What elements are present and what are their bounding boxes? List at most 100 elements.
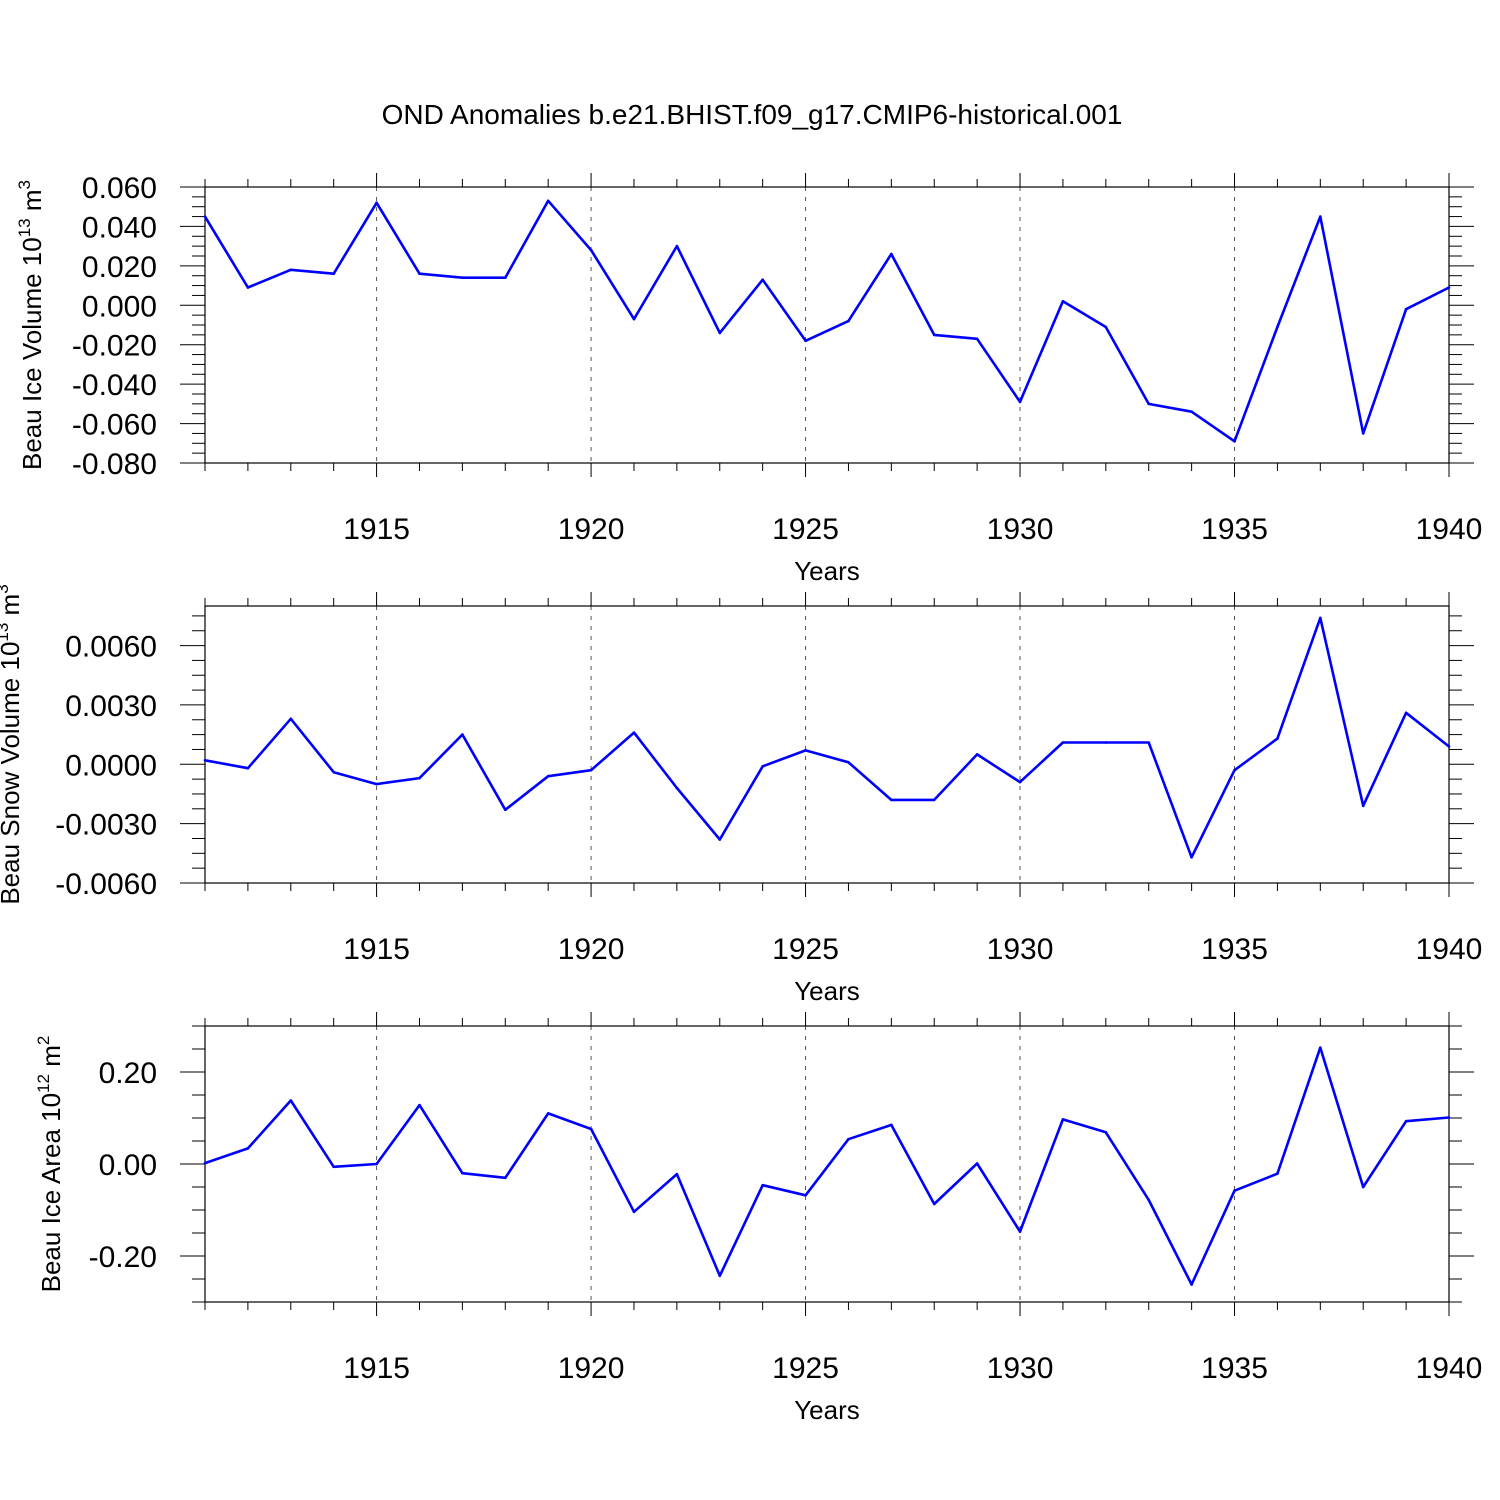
data-point <box>1104 325 1108 329</box>
data-point <box>1061 1118 1065 1121</box>
data-point <box>932 333 936 337</box>
data-point <box>632 1210 636 1214</box>
chart-panel-1: 0.060 0.040 0.020 0.000 -0.020 -0.040 -0.060 -0… <box>15 172 1482 586</box>
data-point <box>418 776 421 780</box>
data-point <box>1147 1198 1151 1202</box>
x-tick-label: 1940 <box>1416 513 1483 546</box>
data-point <box>589 1127 593 1131</box>
data-point <box>1361 1185 1365 1189</box>
data-point <box>718 1274 722 1278</box>
data-point <box>1447 745 1451 748</box>
x-tick-label: 1915 <box>343 1352 410 1385</box>
data-point <box>1404 711 1408 715</box>
y-axis-label: Beau Ice Area 1012 m2 <box>34 1036 66 1293</box>
data-point <box>804 1193 807 1197</box>
data-point <box>1319 616 1322 620</box>
data-point <box>890 798 893 802</box>
y-tick-label: 0.20 <box>99 1057 157 1090</box>
chart-panels: 0.060 0.040 0.020 0.000 -0.020 -0.040 -0.060 -0… <box>0 172 1482 1425</box>
data-point <box>1233 1189 1236 1192</box>
data-point <box>1276 325 1279 329</box>
data-point <box>1018 1230 1022 1233</box>
data-point <box>890 252 893 256</box>
data-point <box>718 838 722 841</box>
data-point <box>932 798 936 802</box>
data-point <box>1061 300 1065 303</box>
data-point <box>203 1161 207 1165</box>
data-point <box>1147 741 1151 744</box>
x-tick-label: 1920 <box>558 1352 625 1385</box>
data-point <box>546 774 550 778</box>
data-point <box>1104 1130 1108 1134</box>
data-point <box>1404 1119 1408 1123</box>
data-point <box>1404 307 1408 311</box>
x-axis-label: Years <box>794 976 860 1006</box>
x-tick-label: 1940 <box>1416 933 1483 966</box>
data-point <box>975 753 979 756</box>
data-point <box>461 733 464 736</box>
data-point <box>589 248 593 252</box>
data-point <box>761 1183 764 1187</box>
y-tick-label: 0.060 <box>82 172 157 205</box>
series-line <box>204 1046 1450 1286</box>
x-tick-label: 1940 <box>1416 1352 1483 1385</box>
x-tick-label: 1920 <box>558 513 625 546</box>
x-tick-label: 1920 <box>558 933 625 966</box>
data-point <box>1276 737 1279 740</box>
data-point <box>1233 440 1236 443</box>
x-axis-label: Years <box>794 1395 860 1425</box>
data-point <box>503 808 507 812</box>
x-axis-label: Years <box>794 556 860 586</box>
data-point <box>804 339 807 343</box>
y-tick-label: 0.000 <box>82 290 157 323</box>
data-point <box>1018 780 1022 784</box>
x-tick-label: 1925 <box>772 1352 839 1385</box>
data-point <box>675 1172 679 1176</box>
data-point <box>1147 402 1151 406</box>
data-point <box>1361 804 1365 808</box>
data-point <box>1447 1116 1451 1119</box>
x-tick-label: 1925 <box>772 513 839 546</box>
y-tick-label: -0.040 <box>72 369 157 402</box>
data-point <box>1447 286 1451 289</box>
data-point <box>975 1162 979 1165</box>
data-point <box>932 1202 936 1206</box>
data-point <box>761 764 764 768</box>
y-tick-label: -0.0030 <box>55 809 157 842</box>
data-point <box>1190 410 1193 414</box>
data-point <box>461 1171 464 1175</box>
y-tick-label: 0.0000 <box>65 749 157 782</box>
y-axis-label: Beau Snow Volume 1013 m3 <box>0 584 25 904</box>
data-point <box>632 317 636 321</box>
x-tick-label: 1915 <box>343 513 410 546</box>
x-tick-label: 1930 <box>987 513 1054 546</box>
data-point <box>1319 1046 1322 1049</box>
data-point <box>1233 768 1236 772</box>
data-point <box>418 272 421 276</box>
data-point <box>332 1165 335 1169</box>
data-point <box>289 1099 293 1102</box>
data-point <box>246 286 250 289</box>
x-tick-label: 1915 <box>343 933 410 966</box>
series-line <box>204 616 1450 859</box>
y-tick-label: 0.00 <box>99 1149 157 1182</box>
data-point <box>203 759 207 762</box>
data-point <box>461 276 464 279</box>
y-tick-label: -0.060 <box>72 409 157 442</box>
data-point <box>375 782 378 786</box>
chart-panel-3: 0.20 0.00 -0.20 1915 1920 1925 1930 1935 1940 Yea… <box>34 1012 1482 1425</box>
data-point <box>546 199 550 203</box>
data-point <box>246 1147 250 1150</box>
plot-frame <box>204 605 1450 884</box>
data-point <box>1061 741 1065 744</box>
y-tick-label: 0.020 <box>82 251 157 284</box>
y-tick-label: -0.20 <box>89 1241 157 1274</box>
x-tick-label: 1925 <box>772 933 839 966</box>
plot-frame <box>204 1025 1450 1303</box>
data-point <box>761 278 764 281</box>
data-point <box>1104 741 1108 744</box>
data-point <box>332 272 335 276</box>
y-axis-label: Beau Ice Volume 1013 m3 <box>15 180 47 470</box>
data-point <box>1276 1172 1279 1175</box>
